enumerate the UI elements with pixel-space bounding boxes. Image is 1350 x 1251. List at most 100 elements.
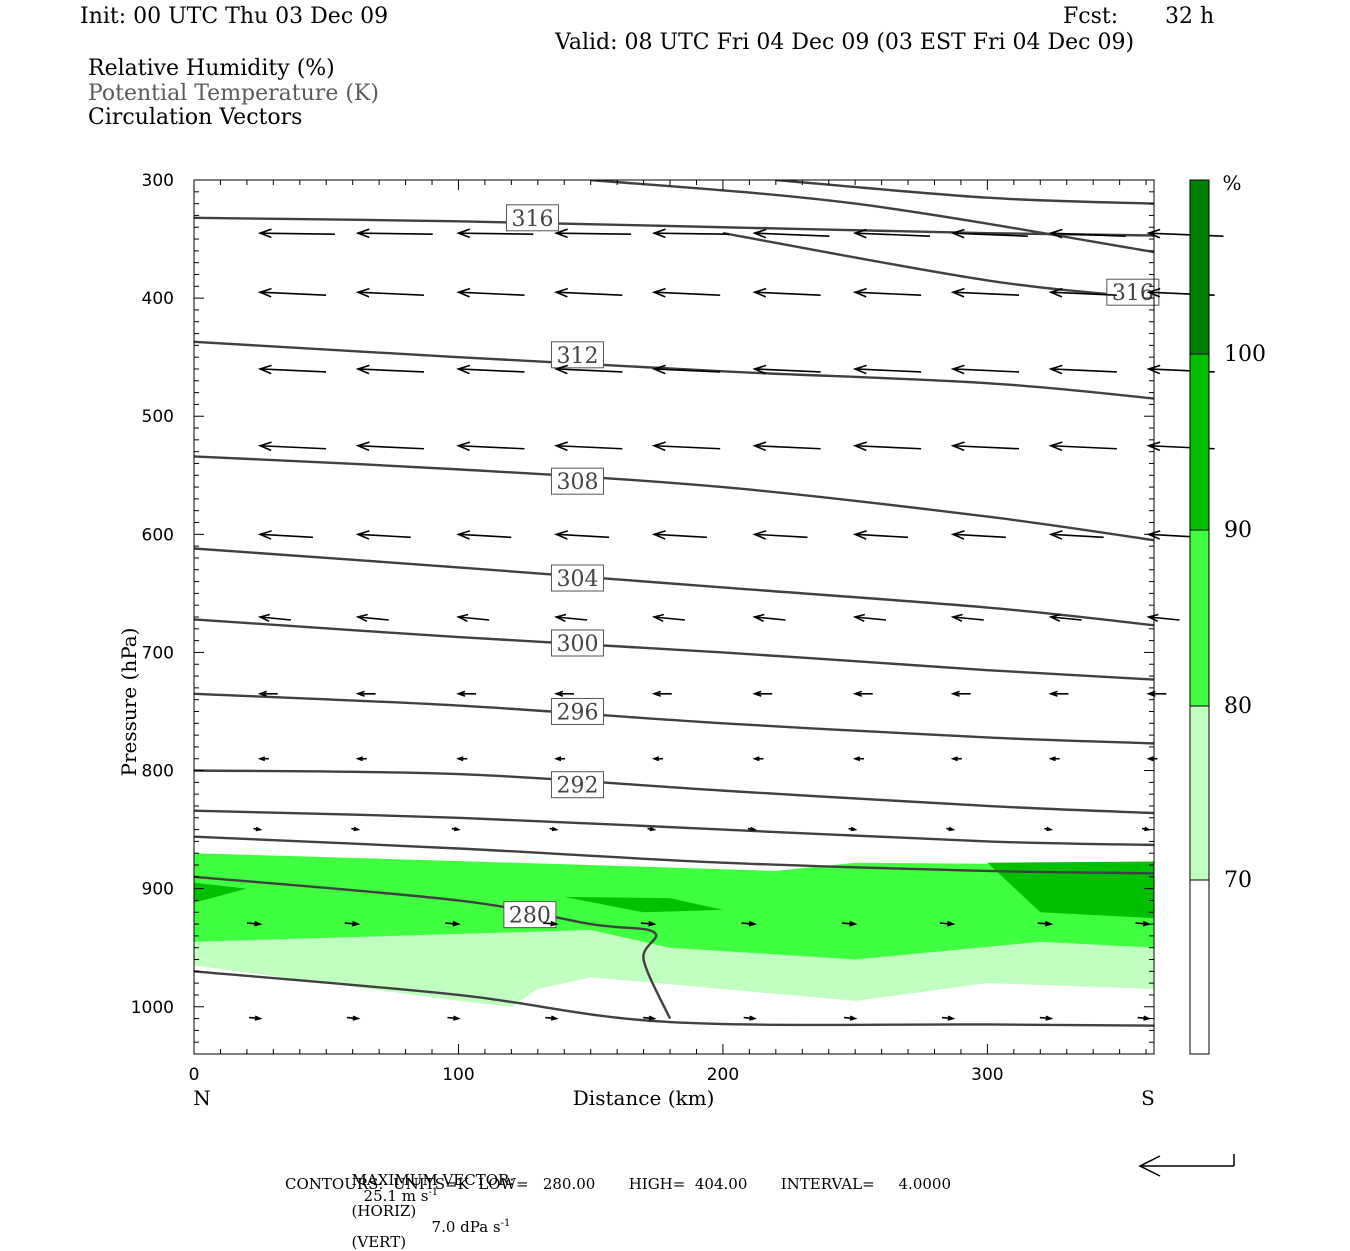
circulation-vector xyxy=(458,291,525,297)
circulation-vector-head xyxy=(651,228,666,239)
circulation-vector xyxy=(654,232,729,235)
circulation-vector xyxy=(556,232,632,235)
circulation-vector xyxy=(357,533,411,539)
contour-label-box-3 xyxy=(550,467,604,495)
rh-region-90-100-3 xyxy=(564,896,723,913)
circulation-vector-head xyxy=(1048,441,1063,452)
circulation-vector xyxy=(357,368,425,373)
circulation-vector-head xyxy=(257,287,272,298)
circulation-vector-head xyxy=(1146,441,1161,452)
circulation-vector-head xyxy=(1048,530,1063,540)
circulation-vector-head xyxy=(257,613,270,623)
circulation-vector-head xyxy=(456,530,471,540)
circulation-vector-head xyxy=(651,613,665,623)
circulation-vector xyxy=(1050,232,1126,237)
circulation-vector-head xyxy=(456,756,464,762)
x-tick-label: 100 xyxy=(442,1065,474,1085)
theta-contour-296-8 xyxy=(194,692,1154,745)
circulation-vector-head xyxy=(1143,1015,1152,1021)
circulation-vector-head xyxy=(456,228,471,239)
circulation-vector-head xyxy=(1146,364,1161,375)
circulation-vector xyxy=(754,291,821,297)
circulation-vector-head xyxy=(748,920,757,927)
theta-contour-276-13 xyxy=(194,970,1154,1027)
x-end-label-south: S xyxy=(1141,1086,1155,1110)
circulation-vector-head xyxy=(1044,920,1054,927)
theta-contour-284-11 xyxy=(194,835,1154,875)
circulation-vector xyxy=(260,533,313,539)
theta-contour-316-2 xyxy=(775,180,1154,205)
circulation-vector-head xyxy=(750,826,757,832)
y-axis-title: Pressure (hPa) xyxy=(117,628,141,777)
circulation-vector-head xyxy=(849,1015,858,1021)
circulation-vector-head xyxy=(254,920,263,927)
circulation-vector xyxy=(855,291,922,297)
circulation-vector xyxy=(952,533,1006,539)
circulation-vector-head xyxy=(355,441,370,452)
circulation-vector-head xyxy=(550,920,559,927)
circulation-vector-head xyxy=(1146,690,1156,697)
circulation-vector xyxy=(260,232,335,235)
theta-contour-304-6 xyxy=(194,547,1154,627)
max-vert-value: 7.0 dPa s xyxy=(431,1218,501,1236)
circulation-vector xyxy=(654,533,708,539)
max-vert-tag: (VERT) xyxy=(351,1233,407,1251)
circulation-vector-head xyxy=(948,826,956,832)
circulation-vector-head xyxy=(1046,826,1054,832)
circulation-vector xyxy=(855,533,909,539)
circulation-vector-head xyxy=(355,613,368,623)
circulation-vector-head xyxy=(553,441,569,452)
colorbar-unit: % xyxy=(1222,171,1241,195)
circulation-vector xyxy=(556,444,623,450)
y-tick-label: 700 xyxy=(142,643,174,663)
circulation-vector xyxy=(952,232,1028,237)
circulation-vector-head xyxy=(950,441,965,452)
circulation-vector-head xyxy=(456,690,466,697)
circulation-vector xyxy=(654,368,721,373)
contour-info: CONTOURS: UNITS=K LOW= 280.00 HIGH= 404.… xyxy=(285,1175,951,1193)
circulation-vector xyxy=(952,444,1020,450)
contour-label-304: 304 xyxy=(556,567,598,592)
circulation-vector xyxy=(654,444,721,450)
circulation-vector-head xyxy=(651,756,660,762)
circulation-vector-head xyxy=(257,441,272,452)
circulation-vector-head xyxy=(752,441,767,452)
circulation-vector xyxy=(556,368,623,373)
max-vert-exponent: -1 xyxy=(500,1218,511,1229)
circulation-vector-head xyxy=(852,690,863,697)
theta-contour-300-7 xyxy=(194,618,1154,681)
circulation-vector-head xyxy=(1048,364,1063,375)
colorbar-band-0 xyxy=(1190,180,1209,354)
circulation-vector-head xyxy=(950,530,965,540)
circulation-vector-head xyxy=(1048,690,1058,697)
circulation-vector-head xyxy=(947,920,956,927)
circulation-vector-head xyxy=(353,826,361,832)
circulation-vector-head xyxy=(1142,920,1152,927)
circulation-vector-head xyxy=(257,228,272,239)
circulation-vector-head xyxy=(651,530,666,540)
circulation-vector-head xyxy=(752,613,765,623)
theta-contour-316-1 xyxy=(590,180,1154,254)
circulation-vector-head xyxy=(1045,1015,1054,1021)
circulation-vector xyxy=(654,291,721,297)
circulation-vector-head xyxy=(553,530,569,540)
circulation-vector-head xyxy=(950,690,960,697)
circulation-vector xyxy=(357,444,425,450)
circulation-vector-head xyxy=(456,613,469,623)
circulation-vector-head xyxy=(852,364,867,375)
field-circulation-vectors: Circulation Vectors xyxy=(88,105,303,130)
y-tick-label: 500 xyxy=(142,407,174,427)
circulation-vector-head xyxy=(950,228,965,239)
circulation-vector-head xyxy=(1048,613,1061,623)
circulation-vector xyxy=(260,291,327,297)
circulation-vector-head xyxy=(1048,756,1056,762)
y-tick-label: 1000 xyxy=(131,998,174,1018)
circulation-vector xyxy=(754,444,821,450)
contour-label-292: 292 xyxy=(556,774,598,799)
circulation-vector-head xyxy=(355,287,370,298)
max-horiz-tag: (HORIZ) xyxy=(351,1202,417,1220)
circulation-vector-head xyxy=(452,920,461,927)
circulation-vector xyxy=(260,368,327,373)
contour-label-box-4 xyxy=(550,564,604,592)
colorbar-band-2 xyxy=(1190,530,1209,706)
